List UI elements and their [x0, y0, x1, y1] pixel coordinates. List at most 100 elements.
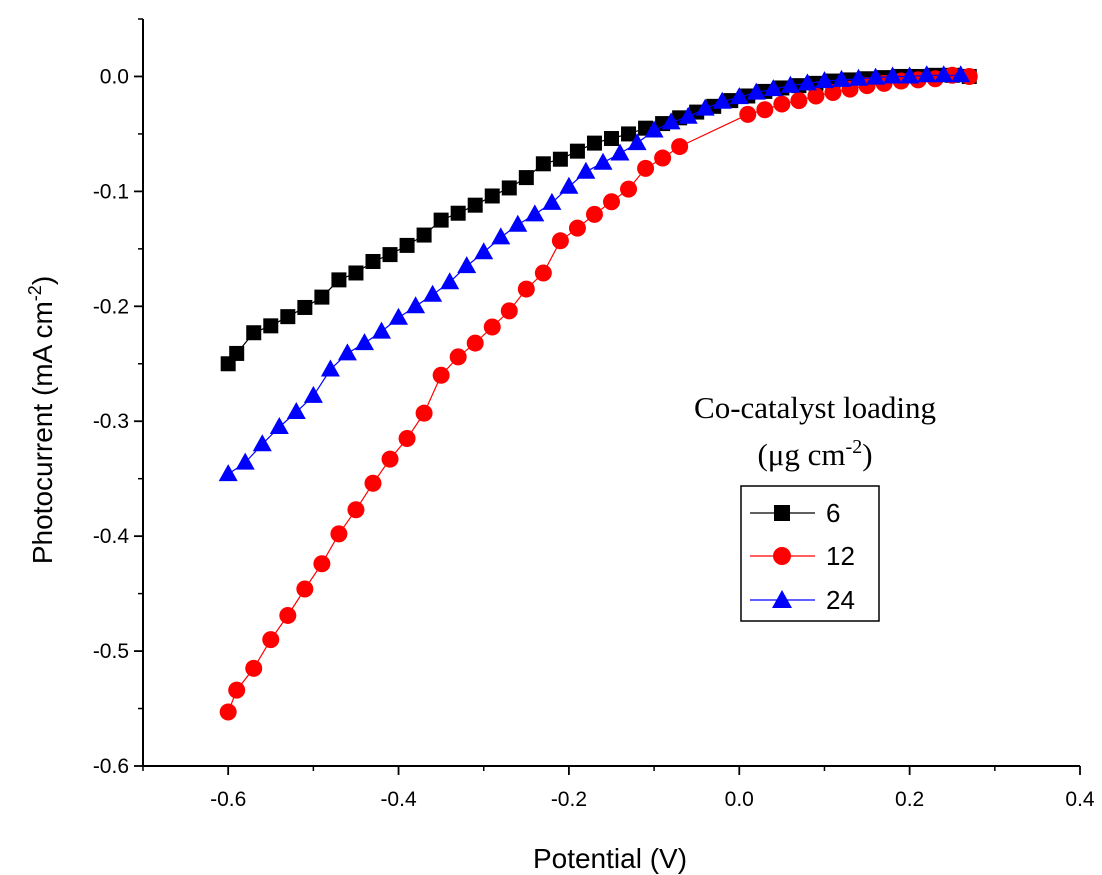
legend-title-line1: Co-catalyst loading: [694, 390, 936, 425]
data-point-24: [593, 152, 613, 170]
data-point-12: [330, 525, 348, 543]
data-point-6: [467, 197, 483, 213]
data-point-6: [501, 180, 517, 196]
data-point-24: [440, 272, 460, 290]
data-point-6: [348, 265, 364, 281]
legend-title-line2-sup: -2: [846, 436, 863, 458]
data-point-6: [382, 247, 398, 263]
data-point-12: [807, 87, 825, 105]
data-point-12: [585, 205, 603, 223]
legend-label-6: 6: [826, 498, 840, 528]
data-point-12: [466, 334, 484, 352]
data-point-24: [372, 321, 391, 339]
data-point-24: [627, 133, 647, 151]
legend-entry-24: 24: [750, 585, 855, 615]
x-tick-label: 0.0: [725, 788, 754, 811]
series-24: [218, 65, 971, 482]
data-point-24: [474, 242, 494, 260]
data-point-24: [286, 402, 306, 419]
y-axis-title: Photocurrent (mA cm-2): [25, 276, 58, 564]
data-point-12: [296, 580, 314, 598]
y-axis-title-tail: ): [27, 276, 58, 285]
legend-title-line2-prefix: (μg cm: [757, 437, 845, 472]
data-point-12: [654, 149, 672, 167]
x-tick-label: -0.2: [551, 788, 587, 811]
legend-entry-6: 6: [750, 498, 840, 528]
axes: -0.6 -0.4 -0.2 0.0 0.2 0.4 0.0 -0.1 -0.2 -0.3 -0.4…: [93, 18, 1095, 811]
data-point-12: [568, 219, 586, 237]
data-point-12: [245, 659, 263, 677]
data-point-6: [621, 126, 637, 142]
data-point-24: [508, 214, 528, 232]
x-axis-title: Potential (V): [533, 843, 687, 874]
data-point-24: [423, 284, 443, 302]
data-point-24: [320, 359, 340, 377]
data-point-24: [610, 143, 630, 161]
legend-marker-24: [772, 590, 792, 608]
data-point-24: [491, 227, 511, 245]
data-point-12: [500, 302, 518, 320]
series-12: [219, 66, 978, 721]
data-point-6: [365, 253, 381, 269]
x-tick-label: -0.6: [210, 788, 246, 811]
data-point-12: [483, 318, 501, 336]
data-point-24: [832, 69, 851, 87]
y-tick-label: -0.6: [93, 755, 129, 778]
data-point-12: [262, 631, 280, 649]
data-point-12: [219, 703, 237, 721]
legend-box: [740, 485, 880, 622]
data-point-24: [678, 106, 698, 124]
data-point-12: [313, 555, 331, 573]
data-point-12: [517, 280, 535, 298]
data-point-6: [586, 135, 602, 151]
data-point-12: [432, 366, 450, 384]
data-point-24: [525, 204, 545, 222]
data-point-24: [337, 343, 357, 361]
data-point-12: [415, 404, 433, 422]
data-point-24: [883, 66, 903, 84]
legend-marker-12: [773, 547, 791, 565]
data-point-24: [763, 79, 783, 97]
data-point-24: [542, 192, 562, 210]
data-point-6: [433, 212, 449, 228]
data-point-24: [303, 385, 323, 403]
data-point-24: [951, 65, 971, 83]
data-point-24: [355, 333, 374, 351]
legend-title-line2: (μg cm-2): [757, 436, 872, 472]
data-point-12: [824, 84, 842, 102]
legend-marker-6: [774, 505, 790, 521]
data-point-24: [780, 75, 800, 93]
data-point-24: [849, 68, 868, 86]
data-point-24: [712, 91, 732, 109]
data-point-6: [229, 345, 245, 361]
data-point-24: [235, 452, 255, 470]
data-point-24: [917, 65, 937, 83]
legend: 6 12 24: [740, 485, 880, 622]
data-point-24: [695, 98, 715, 116]
data-point-6: [246, 325, 262, 341]
data-point-24: [797, 73, 817, 91]
data-point-24: [644, 120, 664, 138]
data-point-6: [484, 188, 500, 204]
data-point-12: [449, 348, 467, 366]
legend-label-12: 12: [826, 541, 855, 571]
data-point-6: [552, 151, 568, 167]
data-point-12: [603, 193, 620, 211]
data-point-12: [790, 92, 808, 110]
data-point-12: [620, 180, 638, 198]
data-point-24: [218, 464, 238, 482]
y-axis-title-main: Photocurrent (mA cm: [27, 301, 58, 564]
data-point-12: [773, 95, 791, 113]
y-tick-label: -0.3: [93, 410, 129, 433]
y-tick-label: 0.0: [100, 65, 129, 88]
y-tick-label: -0.2: [93, 295, 129, 318]
data-point-24: [866, 67, 886, 85]
data-point-24: [746, 82, 766, 100]
data-point-12: [347, 501, 365, 519]
data-point-24: [269, 417, 289, 434]
data-point-12: [279, 606, 297, 624]
data-point-12: [551, 232, 569, 250]
data-point-24: [900, 66, 920, 84]
data-point-6: [518, 170, 534, 186]
data-point-24: [729, 87, 749, 105]
